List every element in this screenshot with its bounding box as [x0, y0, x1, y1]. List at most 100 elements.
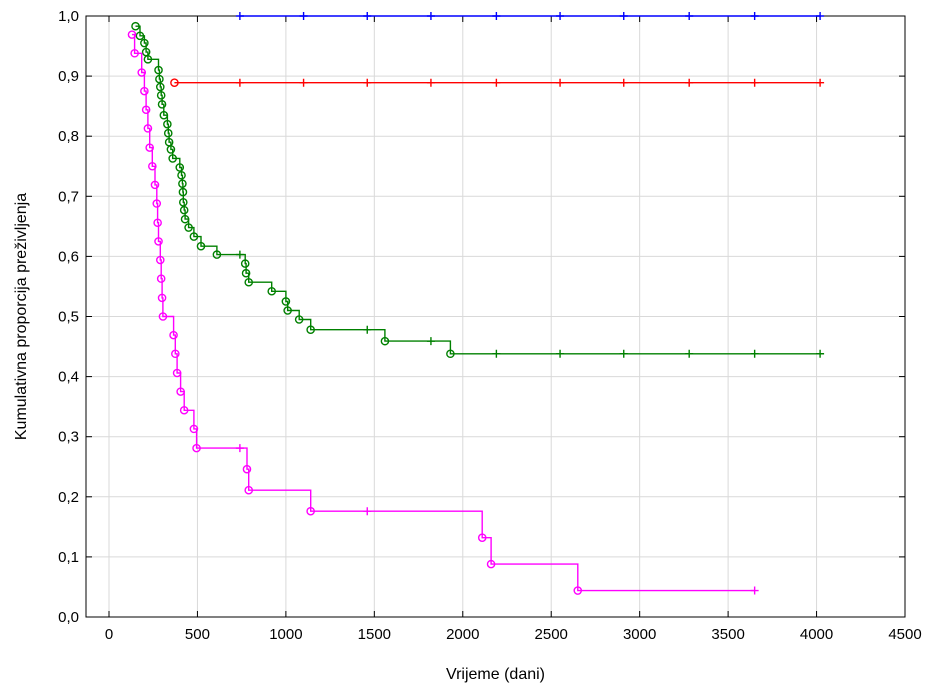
event-marker — [189, 232, 199, 241]
censor-marker — [816, 78, 825, 87]
event-marker — [143, 54, 153, 64]
event-marker — [157, 100, 167, 109]
event-marker — [154, 237, 163, 246]
censor-marker — [235, 12, 244, 20]
event-marker — [573, 586, 583, 595]
x-tick-label: 1000 — [269, 626, 302, 643]
y-tick-label: 0,4 — [58, 369, 79, 386]
grid — [86, 16, 905, 617]
event-marker — [294, 315, 304, 324]
event-marker — [156, 274, 166, 283]
event-marker — [306, 506, 315, 516]
x-tick-label: 2000 — [446, 626, 479, 643]
event-marker — [154, 65, 163, 75]
y-tick-label: 0,8 — [58, 128, 79, 145]
event-marker — [130, 48, 139, 58]
event-marker — [141, 105, 151, 115]
series-group — [127, 12, 825, 595]
censor-marker — [816, 12, 825, 20]
event-marker — [155, 255, 165, 265]
y-tick-label: 0,2 — [58, 489, 79, 506]
event-marker — [178, 187, 188, 197]
y-tick-label: 0,3 — [58, 429, 79, 446]
censor-marker — [685, 78, 694, 87]
event-marker — [127, 30, 137, 39]
censor-marker — [299, 12, 308, 20]
event-marker — [140, 86, 149, 96]
tick-labels: 0 500 1000 1500 2000 2500 3000 3500 4000 4500 0,0 0… — [58, 8, 922, 643]
event-marker — [446, 349, 455, 359]
event-marker — [170, 78, 179, 88]
event-marker — [175, 163, 185, 172]
x-tick-label: 2500 — [535, 626, 568, 643]
y-axis-title: Kumulativna proporcija preživljenja — [13, 193, 30, 440]
censor-marker — [492, 78, 501, 87]
event-marker — [189, 424, 199, 434]
censor-marker — [619, 349, 628, 358]
censor-marker — [556, 349, 565, 358]
censor-marker — [426, 12, 435, 20]
event-marker — [158, 312, 168, 321]
event-marker — [155, 74, 164, 84]
censor-marker — [556, 12, 565, 20]
censor-marker — [363, 507, 372, 516]
y-tick-label: 1,0 — [58, 8, 79, 25]
censor-marker — [492, 349, 501, 358]
event-marker — [179, 205, 189, 215]
event-marker — [196, 241, 206, 251]
event-marker — [486, 559, 496, 569]
x-axis-title: Vrijeme (dani) — [446, 666, 545, 683]
y-tick-label: 0,6 — [58, 248, 79, 265]
event-marker — [306, 325, 315, 335]
y-tick-label: 0,0 — [58, 609, 79, 626]
event-marker — [159, 110, 169, 120]
censor-marker — [816, 349, 825, 358]
event-marker — [143, 124, 153, 133]
event-marker — [169, 330, 178, 340]
censor-marker — [750, 349, 759, 358]
event-marker — [163, 119, 172, 129]
event-marker — [244, 485, 254, 495]
x-tick-label: 3000 — [623, 626, 656, 643]
series-0 — [235, 12, 825, 20]
event-marker — [171, 349, 180, 359]
censor-marker — [235, 444, 244, 453]
x-tick-label: 0 — [105, 626, 113, 643]
y-tick-label: 0,7 — [58, 188, 79, 205]
x-tick-label: 1500 — [358, 626, 391, 643]
event-marker — [176, 387, 185, 396]
event-marker — [180, 214, 190, 224]
x-tick-label: 500 — [185, 626, 210, 643]
event-marker — [157, 293, 167, 303]
censor-marker — [299, 78, 308, 87]
event-marker — [267, 286, 277, 296]
event-marker — [148, 161, 157, 171]
event-marker — [283, 306, 292, 315]
axis-ticks — [86, 15, 906, 618]
event-marker — [242, 464, 252, 474]
censor-marker — [426, 78, 435, 87]
censor-marker — [685, 12, 694, 20]
x-tick-label: 3500 — [711, 626, 744, 643]
event-marker — [177, 170, 186, 180]
censor-marker — [556, 78, 565, 87]
event-marker — [240, 259, 250, 268]
series-3 — [127, 30, 759, 595]
event-marker — [172, 368, 182, 378]
y-tick-label: 0,1 — [58, 549, 79, 566]
series-1 — [170, 78, 825, 88]
censor-marker — [363, 78, 372, 87]
event-marker — [145, 143, 154, 152]
event-marker — [178, 179, 187, 188]
censor-marker — [363, 325, 372, 334]
event-marker — [137, 68, 147, 77]
event-marker — [166, 145, 176, 154]
event-marker — [153, 218, 162, 228]
event-marker — [244, 277, 254, 287]
event-marker — [477, 533, 487, 542]
censor-marker — [750, 586, 759, 595]
censor-marker — [685, 349, 694, 358]
event-marker — [155, 82, 165, 92]
event-marker — [241, 268, 251, 278]
